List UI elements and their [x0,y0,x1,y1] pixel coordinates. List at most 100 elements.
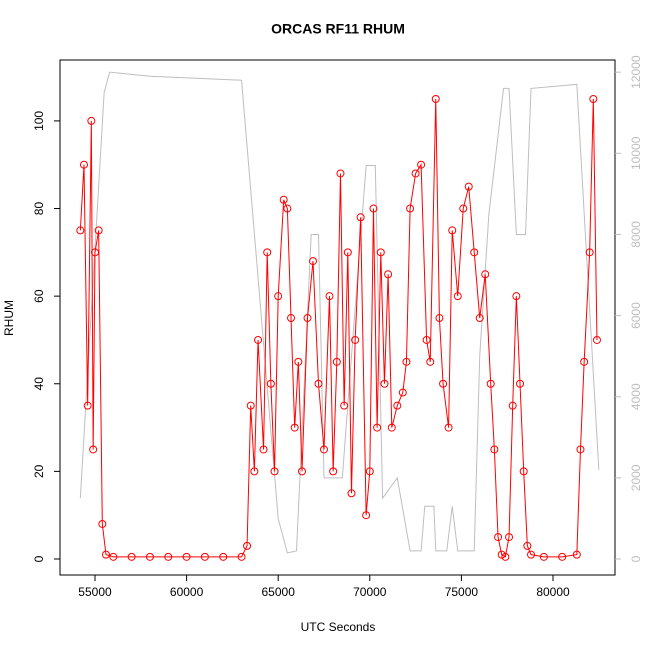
point [283,204,292,213]
point [250,467,259,476]
point [580,357,589,366]
point [384,270,393,279]
point [164,552,173,561]
point [101,550,110,559]
point [362,511,371,520]
point [325,292,334,301]
point [314,379,323,388]
point [464,182,473,191]
point [298,467,307,476]
point [380,379,389,388]
point [94,226,103,235]
point [287,314,296,323]
point [237,552,246,561]
point [98,519,107,528]
series-line [79,71,600,554]
y-tick-label: 60 [32,289,46,303]
point [576,445,585,454]
point [343,248,352,257]
plot-frame [59,59,616,576]
point [294,357,303,366]
point [79,160,88,169]
point [411,169,420,178]
point [406,204,415,213]
y2-tick-label: 6000 [629,302,643,329]
point [219,552,228,561]
point [589,94,598,103]
y-tick-label: 40 [32,377,46,391]
point [109,552,118,561]
point [512,292,521,301]
point [182,552,191,561]
point [490,445,499,454]
point [422,335,431,344]
point [347,489,356,498]
point [309,257,318,266]
point [398,388,407,397]
y2-tick-label: 10000 [629,136,643,170]
point [494,533,503,542]
x-tick-label: 65000 [262,585,296,599]
point [444,423,453,432]
y2-tick-label: 2000 [629,464,643,491]
y-axis-label: RHUM [2,300,16,336]
point [340,401,349,410]
point [459,204,468,213]
point [505,533,514,542]
point [336,169,345,178]
point [274,292,283,301]
point [516,379,525,388]
point [519,467,528,476]
x-tick-label: 60000 [170,585,204,599]
point [426,357,435,366]
point [558,552,567,561]
point [200,552,209,561]
point [387,423,396,432]
point [431,94,440,103]
point [402,357,411,366]
point [481,270,490,279]
point [527,550,536,559]
point [376,248,385,257]
x-tick-label: 70000 [353,585,387,599]
point [572,550,581,559]
point [448,226,457,235]
y-tick-label: 0 [32,555,46,562]
point [523,541,532,550]
point [369,204,378,213]
y-tick-label: 80 [32,202,46,216]
point [76,226,85,235]
point [393,401,402,410]
point [417,160,426,169]
point [83,401,92,410]
point [508,401,517,410]
point [365,467,374,476]
x-tick-label: 75000 [445,585,479,599]
point [329,467,338,476]
point [475,314,484,323]
point [263,248,272,257]
point [254,335,263,344]
point [270,467,279,476]
point [290,423,299,432]
point [453,292,462,301]
point [592,335,601,344]
point [332,357,341,366]
y-tick-label: 20 [32,464,46,478]
y2-tick-label: 0 [629,555,643,562]
point [539,552,548,561]
point [243,541,252,550]
point [351,335,360,344]
point [90,248,99,257]
y2-tick-label: 12000 [629,55,643,89]
y2-tick-label: 8000 [629,221,643,248]
point [501,552,510,561]
chart-title: ORCAS RF11 RHUM [271,21,405,37]
x-tick-label: 55000 [78,585,112,599]
point [127,552,136,561]
point [470,248,479,257]
point [319,445,328,454]
point [435,314,444,323]
y-tick-label: 100 [32,111,46,131]
